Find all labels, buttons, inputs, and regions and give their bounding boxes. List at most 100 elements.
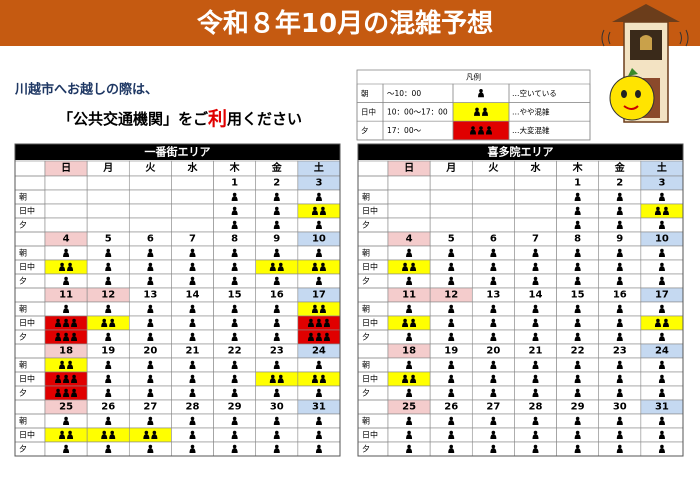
person-body (616, 392, 623, 397)
crowd-icons (470, 126, 492, 135)
crowd-icons (273, 416, 280, 425)
crowd-icons (315, 220, 322, 229)
person-body (658, 364, 665, 369)
crowd-icons (315, 444, 322, 453)
person-head (449, 374, 454, 379)
person-head (449, 388, 454, 393)
crowd-icons (273, 332, 280, 341)
date-cell (128, 175, 172, 191)
crowd-cell (255, 371, 299, 387)
crowd-icons (654, 318, 669, 327)
person-head (190, 276, 195, 281)
person-head (491, 430, 496, 435)
person-head (232, 206, 237, 211)
person-head (449, 360, 454, 365)
crowd-cell (171, 203, 214, 219)
crowd-icons (658, 220, 665, 229)
crowd-icons (616, 318, 623, 327)
person-head (106, 304, 111, 309)
person-body (406, 434, 413, 439)
person-body (448, 378, 455, 383)
crowd-icons (231, 332, 238, 341)
person-body (616, 336, 623, 341)
person-head (575, 304, 580, 309)
crowd-icons (490, 388, 497, 397)
crowd-icons (307, 332, 330, 341)
crowd-icons (448, 332, 455, 341)
person-head (575, 388, 580, 393)
crowd-icons (616, 262, 623, 271)
date-label-cell (14, 399, 46, 415)
date: 16 (613, 290, 627, 301)
date: 26 (101, 402, 115, 413)
person-body (59, 266, 66, 271)
person-head (533, 304, 538, 309)
date: 11 (59, 290, 73, 301)
crowd-icons (231, 262, 238, 271)
person-head (407, 430, 411, 435)
person-head (313, 304, 317, 309)
person-body (532, 420, 539, 425)
person-body (448, 280, 455, 285)
crowd-icons (147, 444, 154, 453)
crowd-icons (658, 430, 665, 439)
crowd-icons (402, 374, 417, 383)
person-head (660, 192, 664, 197)
person-head (617, 276, 622, 281)
person-body (532, 364, 539, 369)
person-body (147, 448, 154, 453)
crowd-icons (574, 374, 581, 383)
person-head (144, 430, 149, 435)
crowd-icons (490, 248, 497, 257)
crowd-icons (406, 332, 413, 341)
slot-label: 日中 (19, 262, 35, 272)
person-body (658, 308, 665, 313)
person-body (658, 252, 665, 257)
crowd-icons (616, 374, 623, 383)
slot-label: 朝 (19, 305, 27, 314)
crowd-icons (658, 248, 665, 257)
person-head (148, 374, 153, 379)
person-body (55, 322, 62, 327)
person-body (658, 266, 665, 271)
crowd-icons (147, 332, 154, 341)
person-head (106, 248, 111, 253)
area-header (358, 144, 683, 160)
person-body (532, 252, 539, 257)
weekday: 土 (657, 161, 667, 174)
person-head (656, 318, 660, 323)
person-body (574, 266, 581, 271)
crowd-icons (532, 332, 539, 341)
date: 18 (402, 346, 416, 357)
person-head (64, 248, 68, 253)
person-body (231, 196, 238, 201)
date: 6 (147, 234, 154, 245)
legend-title: 凡例 (466, 72, 481, 82)
crowd-icons (490, 262, 497, 271)
person-body (574, 210, 581, 215)
person-body (658, 280, 665, 285)
person-body (315, 336, 322, 341)
crowd-icons (231, 192, 238, 201)
person-head (411, 262, 415, 267)
person-body (448, 392, 455, 397)
slot-label: 夕 (19, 444, 27, 454)
person-head (533, 360, 538, 365)
person-head (313, 206, 317, 211)
date-label-cell (357, 175, 389, 191)
person-body (616, 322, 623, 327)
person-body (189, 420, 196, 425)
person-head (660, 304, 664, 309)
person-head (533, 262, 538, 267)
crowd-icons (532, 444, 539, 453)
person-head (449, 430, 454, 435)
person-body (490, 364, 497, 369)
person-body (189, 322, 196, 327)
person-body (658, 392, 665, 397)
person-body (315, 364, 322, 369)
person-head (533, 416, 538, 421)
person-head (106, 388, 111, 393)
person-body (231, 420, 238, 425)
person-head (110, 430, 115, 435)
person-head (575, 206, 580, 211)
